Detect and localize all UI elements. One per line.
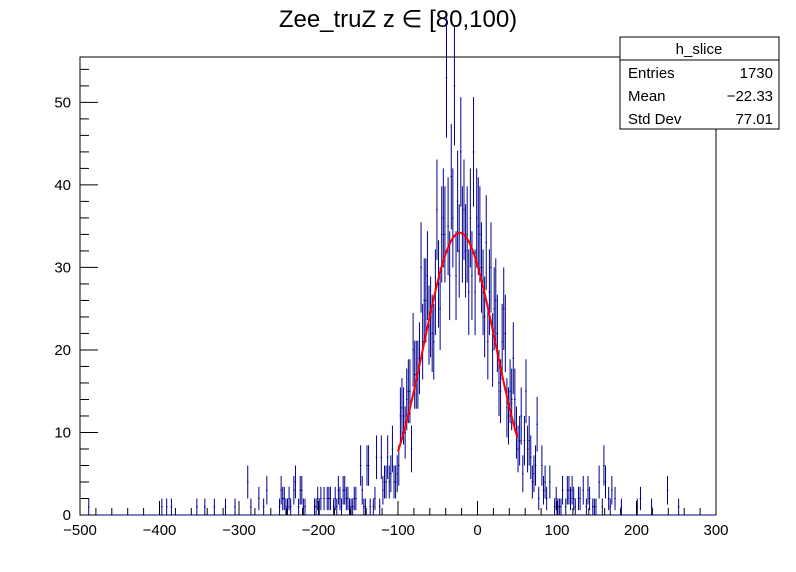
stats-entries-label: Entries bbox=[628, 65, 675, 82]
stats-box-title: h_slice bbox=[676, 41, 723, 58]
x-tick-label: 300 bbox=[703, 522, 728, 539]
y-tick-label: 0 bbox=[63, 507, 71, 524]
x-tick-label: 100 bbox=[544, 522, 569, 539]
x-tick-label: 200 bbox=[624, 522, 649, 539]
x-tick-label: −500 bbox=[63, 522, 97, 539]
stats-mean-label: Mean bbox=[628, 88, 666, 105]
stats-entries-value: 1730 bbox=[740, 65, 773, 82]
x-tick-label: −100 bbox=[381, 522, 415, 539]
y-tick-label: 20 bbox=[54, 342, 71, 359]
axis-layer: −500 −400 −300 −200 −100 0 100 200 300 0 10 20 30 40 5… bbox=[54, 68, 729, 539]
stats-box-frame bbox=[619, 36, 780, 130]
x-tick-label: −200 bbox=[302, 522, 336, 539]
y-tick-label: 30 bbox=[54, 259, 71, 276]
stats-box: h_slice Entries 1730 Mean −22.33 Std Dev… bbox=[619, 36, 780, 130]
gaussian-fit-curve bbox=[397, 231, 519, 452]
y-tick-label: 50 bbox=[54, 94, 71, 111]
x-tick-label: 0 bbox=[473, 522, 481, 539]
x-tick-label: −400 bbox=[143, 522, 177, 539]
histogram-layer bbox=[80, 17, 716, 516]
fit-layer bbox=[397, 231, 519, 452]
x-tick-label: −300 bbox=[222, 522, 256, 539]
y-tick-label: 10 bbox=[54, 424, 71, 441]
chart-title: Zee_truZ z ∈ [80,100) bbox=[279, 6, 517, 33]
y-tick-label: 40 bbox=[54, 177, 71, 194]
stats-mean-value: −22.33 bbox=[727, 88, 773, 105]
stats-stddev-value: 77.01 bbox=[735, 111, 773, 128]
stats-stddev-label: Std Dev bbox=[628, 111, 682, 128]
